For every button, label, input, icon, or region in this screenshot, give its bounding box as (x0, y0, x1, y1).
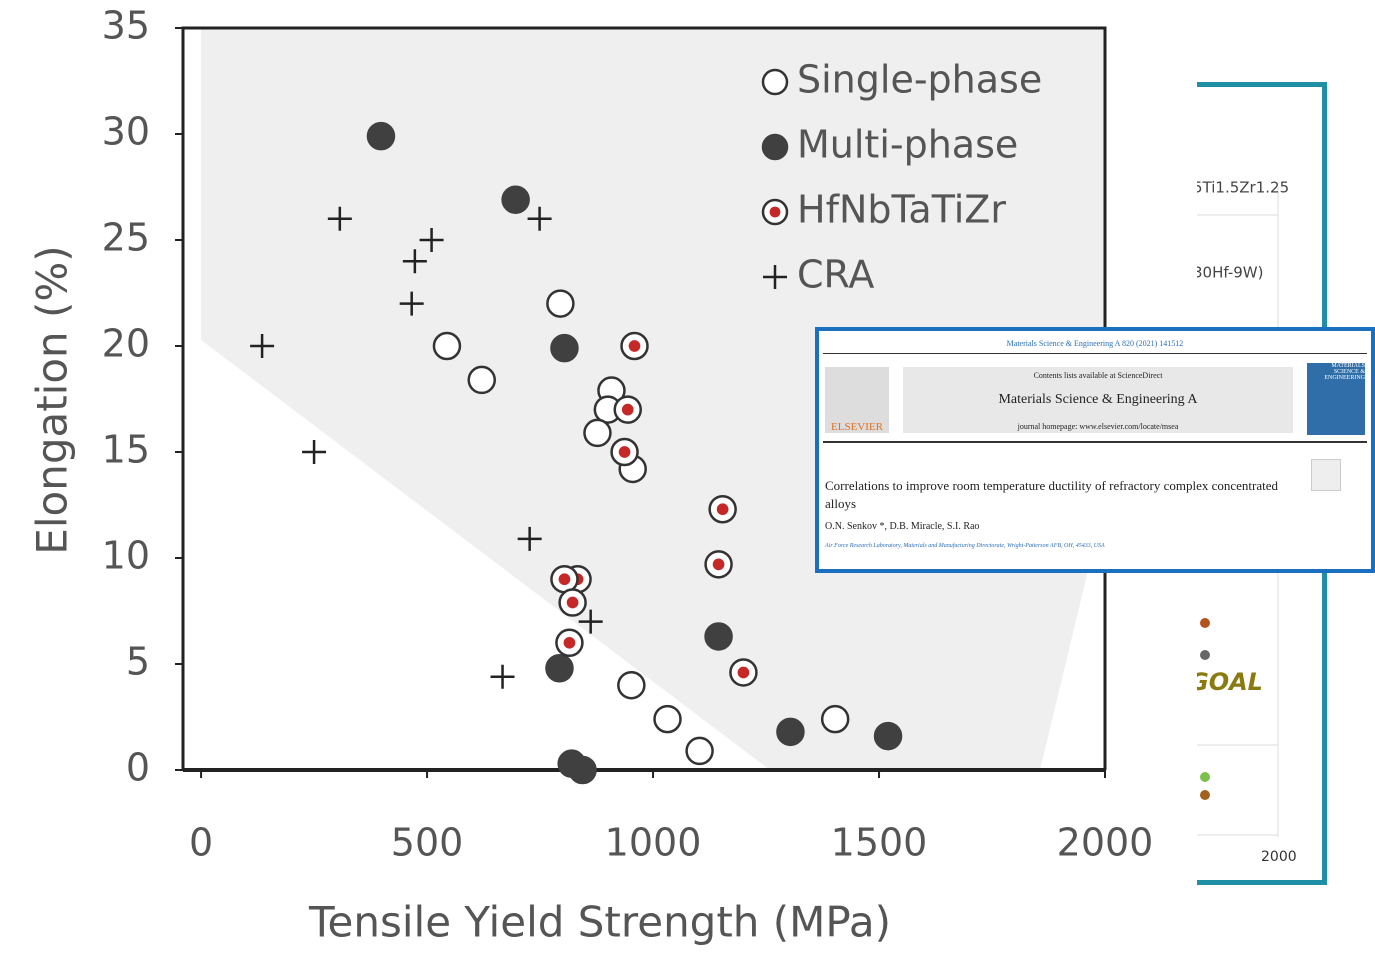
marker (434, 333, 460, 359)
marker (469, 367, 495, 393)
dot (567, 597, 579, 609)
check-badge (1311, 459, 1341, 491)
circle (618, 672, 644, 698)
legend-label: Single-phase (797, 58, 1042, 102)
circle (822, 706, 848, 732)
y-tick-label: 15 (102, 428, 150, 472)
marker (546, 655, 572, 681)
circle (763, 135, 787, 159)
contents: Contents lists available at ScienceDirec… (903, 371, 1293, 380)
circle (503, 187, 529, 213)
circle (875, 723, 901, 749)
dot (622, 404, 634, 416)
y-tick-label: 0 (126, 746, 150, 790)
panel-text: 5Ti1.5Zr1.25 (1197, 179, 1289, 197)
marker (777, 719, 803, 745)
marker (710, 496, 736, 522)
y-axis-title: Elongation (%) (28, 245, 77, 554)
marker (618, 672, 644, 698)
marker (584, 420, 610, 446)
marker (570, 757, 596, 783)
circle (546, 655, 572, 681)
circle (763, 70, 787, 94)
marker (622, 333, 648, 359)
marker (822, 706, 848, 732)
y-tick-label: 25 (102, 216, 150, 260)
journal-cover: MATERIALS SCIENCE & ENGINEERING (1307, 363, 1365, 435)
circle (706, 623, 732, 649)
journal: Materials Science & Engineering A (903, 392, 1293, 408)
marker (491, 665, 515, 689)
marker (763, 135, 787, 159)
dot (770, 207, 781, 218)
x-tick-label: 1500 (831, 821, 928, 865)
paper-title: Correlations to improve room temperature… (825, 477, 1295, 513)
marker (706, 623, 732, 649)
legend-label: CRA (797, 253, 874, 297)
affiliation: Air Force Research Laboratory, Materials… (825, 543, 1105, 549)
homepage: journal homepage: www.elsevier.com/locat… (903, 422, 1293, 431)
marker (551, 335, 577, 361)
marker (556, 630, 582, 656)
circle (434, 333, 460, 359)
marker (302, 440, 326, 464)
dot (564, 637, 576, 649)
marker (763, 70, 787, 94)
y-tick-label: 10 (102, 534, 150, 578)
marker (655, 706, 681, 732)
page: Tensile Yield Strength (MPa) Elongation … (0, 0, 1375, 954)
citation: Materials Science & Engineering A 820 (2… (819, 339, 1371, 348)
marker (612, 439, 638, 465)
dot (738, 667, 750, 679)
paper-header: Materials Science & Engineering A 820 (2… (815, 327, 1375, 573)
marker (503, 187, 529, 213)
marker (730, 659, 756, 685)
x-tick-label: 2000 (1057, 821, 1154, 865)
marker (560, 590, 586, 616)
circle (368, 123, 394, 149)
x-tick-label: 1000 (605, 821, 702, 865)
x-tick-label: 0 (189, 821, 213, 865)
panel-text: 30Hf-9W) (1197, 264, 1263, 282)
circle (655, 706, 681, 732)
y-tick-label: 5 (126, 640, 150, 684)
circle (547, 291, 573, 317)
panel-text: 2000 (1261, 849, 1297, 865)
marker (875, 723, 901, 749)
marker (368, 123, 394, 149)
circle (687, 738, 713, 764)
publisher: ELSEVIER (825, 421, 889, 433)
dot (629, 340, 641, 352)
panel-text: GOAL (1197, 668, 1263, 696)
legend-label: Multi-phase (797, 123, 1018, 167)
circle (584, 420, 610, 446)
marker (763, 200, 787, 224)
marker (547, 291, 573, 317)
x-tick-label: 500 (391, 821, 464, 865)
dot (559, 573, 571, 585)
journal-box: Contents lists available at ScienceDirec… (903, 367, 1293, 433)
circle (469, 367, 495, 393)
marker (551, 566, 577, 592)
marker (615, 397, 641, 423)
dot (717, 503, 729, 515)
marker (687, 738, 713, 764)
circle (777, 719, 803, 745)
y-tick-label: 30 (102, 110, 150, 154)
x-axis-title: Tensile Yield Strength (MPa) (308, 898, 891, 947)
y-tick-label: 35 (102, 4, 150, 48)
dot (713, 559, 725, 571)
publisher-logo: ELSEVIER (825, 367, 889, 433)
marker (706, 551, 732, 577)
plus (491, 665, 515, 689)
authors: O.N. Senkov *, D.B. Miracle, S.I. Rao (825, 521, 979, 532)
legend-label: HfNbTaTiZr (797, 188, 1006, 232)
circle (551, 335, 577, 361)
plus (302, 440, 326, 464)
y-tick-label: 20 (102, 322, 150, 366)
circle (570, 757, 596, 783)
dot (619, 446, 631, 458)
